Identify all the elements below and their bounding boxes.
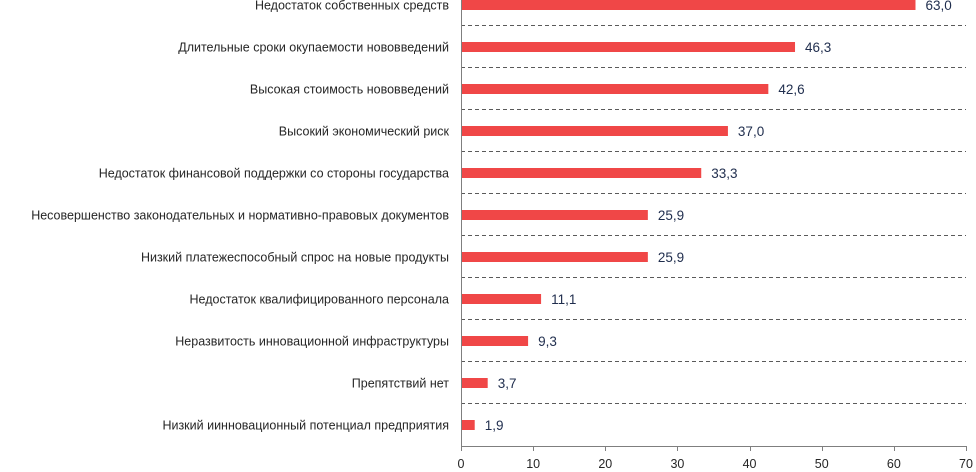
x-tick-label: 40 [743, 457, 757, 471]
value-label: 25,9 [658, 208, 684, 223]
x-tick-label: 50 [815, 457, 829, 471]
value-label: 3,7 [498, 376, 517, 391]
category-label: Длительные сроки окупаемости нововведени… [178, 41, 449, 55]
x-tick-label: 0 [458, 457, 465, 471]
value-label: 25,9 [658, 250, 684, 265]
bars [461, 0, 916, 430]
category-label: Недостаток собственных средств [255, 0, 449, 13]
bar [461, 42, 796, 52]
x-tick-label: 10 [526, 457, 540, 471]
value-label: 42,6 [778, 82, 804, 97]
value-label: 1,9 [485, 418, 504, 433]
x-tick-label: 60 [887, 457, 901, 471]
gridlines [461, 25, 966, 404]
bar [461, 420, 475, 430]
category-label: Недостаток финансовой поддержки со сторо… [99, 167, 449, 181]
value-labels: 63,0 46,3 42,6 37,0 33,3 25,9 25,9 11,1 9,3 3,7 1,… [485, 0, 952, 433]
bar [461, 84, 769, 94]
category-labels: Недостаток собственных средств Длительные… [31, 0, 449, 433]
bar [461, 294, 542, 304]
x-axis: 0 10 20 30 40 50 60 70 [458, 0, 973, 471]
bar [461, 336, 529, 346]
bar [461, 0, 916, 10]
category-label: Препятствий нет [352, 377, 450, 391]
category-label: Высокий экономический риск [279, 125, 450, 139]
bar [461, 126, 728, 136]
value-label: 46,3 [805, 40, 831, 55]
bar [461, 168, 702, 178]
category-label: Несовершенство законодательных и нормати… [31, 209, 449, 223]
category-label: Высокая стоимость нововведений [250, 83, 449, 97]
category-label: Неразвитость инновационной инфраструктур… [175, 335, 449, 349]
bar [461, 378, 488, 388]
category-label: Низкий платежеспособный спрос на новые п… [141, 251, 449, 265]
x-tick-label: 20 [598, 457, 612, 471]
value-label: 63,0 [926, 0, 952, 13]
value-label: 9,3 [538, 334, 557, 349]
value-label: 11,1 [551, 292, 576, 307]
value-label: 33,3 [711, 166, 737, 181]
x-tick-label: 70 [959, 457, 973, 471]
category-label: Низкий иинновационный потенциал предприя… [162, 419, 449, 433]
value-label: 37,0 [738, 124, 764, 139]
x-tick-label: 30 [670, 457, 684, 471]
bar [461, 210, 648, 220]
bar [461, 252, 648, 262]
category-label: Недостаток квалифицированного персонала [190, 293, 450, 307]
